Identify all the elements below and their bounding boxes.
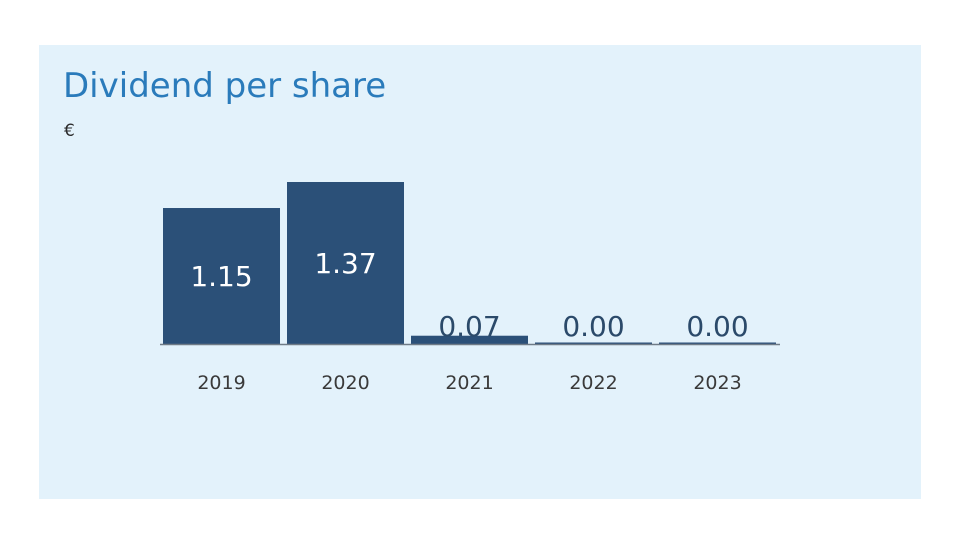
bar-2021 — [411, 335, 528, 344]
bar-2022 — [535, 342, 652, 344]
x-tick-label-2022: 2022 — [569, 372, 617, 394]
value-label-2019: 1.15 — [190, 260, 252, 293]
x-tick-label-2020: 2020 — [321, 372, 369, 394]
chart-unit-label: € — [64, 121, 75, 141]
x-tick-label-2019: 2019 — [197, 372, 245, 394]
chart-title: Dividend per share — [63, 66, 387, 106]
value-label-2021: 0.07 — [438, 310, 500, 343]
x-tick-label-2021: 2021 — [445, 372, 493, 394]
bars-layer — [163, 182, 776, 344]
value-label-2020: 1.37 — [314, 247, 376, 280]
labels-layer: 1.15 2019 1.37 2020 0.07 2021 0.00 2022 0.00 2023 — [190, 247, 748, 394]
value-label-2022: 0.00 — [562, 310, 624, 343]
bar-2020 — [287, 182, 404, 344]
bar-2019 — [163, 208, 280, 344]
x-tick-label-2023: 2023 — [693, 372, 741, 394]
value-label-2023: 0.00 — [686, 310, 748, 343]
bar-2023 — [659, 342, 776, 344]
